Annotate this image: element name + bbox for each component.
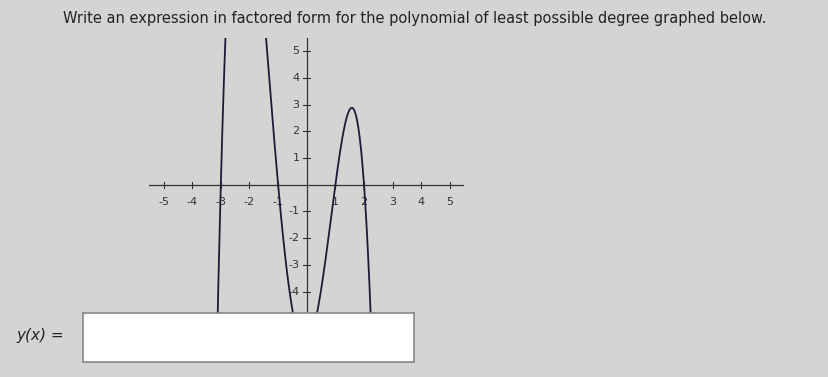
Text: 4: 4	[292, 73, 299, 83]
Text: Write an expression in factored form for the polynomial of least possible degree: Write an expression in factored form for…	[63, 11, 765, 26]
Text: -1: -1	[272, 197, 283, 207]
Text: 2: 2	[292, 126, 299, 136]
Text: 2: 2	[360, 197, 367, 207]
Text: 5: 5	[292, 46, 299, 56]
Text: -3: -3	[288, 260, 299, 270]
Text: -1: -1	[288, 207, 299, 216]
Text: 1: 1	[331, 197, 339, 207]
Text: -2: -2	[243, 197, 255, 207]
Text: -4: -4	[186, 197, 198, 207]
Text: -5: -5	[288, 313, 299, 323]
Text: -4: -4	[288, 287, 299, 297]
Text: -2: -2	[288, 233, 299, 243]
Text: y(x) =: y(x) =	[17, 328, 69, 343]
Text: 3: 3	[292, 100, 299, 110]
Text: -5: -5	[158, 197, 169, 207]
Text: -3: -3	[215, 197, 226, 207]
Text: 1: 1	[292, 153, 299, 163]
Text: 5: 5	[446, 197, 453, 207]
Text: 3: 3	[388, 197, 396, 207]
Text: 4: 4	[417, 197, 424, 207]
